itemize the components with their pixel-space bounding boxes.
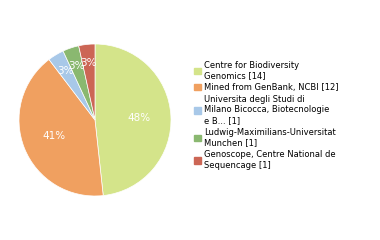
- Wedge shape: [63, 46, 95, 120]
- Text: 3%: 3%: [68, 61, 85, 71]
- Legend: Centre for Biodiversity
Genomics [14], Mined from GenBank, NCBI [12], Universita: Centre for Biodiversity Genomics [14], M…: [194, 61, 339, 169]
- Wedge shape: [19, 60, 103, 196]
- Text: 48%: 48%: [127, 113, 150, 123]
- Wedge shape: [95, 44, 171, 196]
- Text: 41%: 41%: [43, 131, 66, 141]
- Text: 3%: 3%: [81, 58, 97, 68]
- Wedge shape: [79, 44, 95, 120]
- Wedge shape: [49, 51, 95, 120]
- Text: 3%: 3%: [57, 66, 74, 76]
